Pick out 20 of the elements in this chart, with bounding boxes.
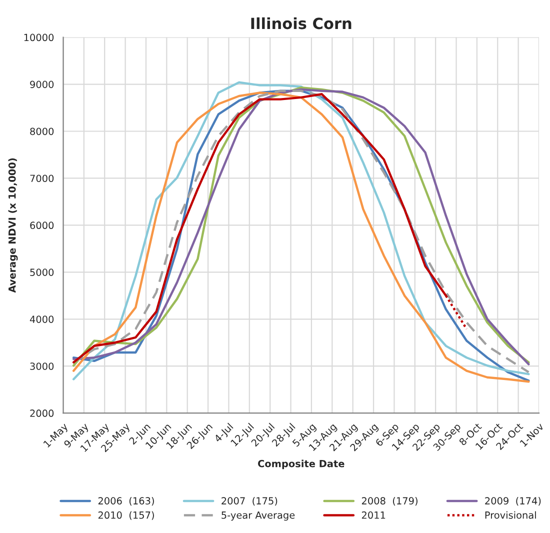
legend-label: 2011: [362, 511, 386, 519]
legend-label: 2008 (179): [362, 496, 418, 506]
y-tick-label: 4000: [30, 316, 54, 323]
y-tick-label: 6000: [30, 222, 54, 230]
legend-label: 2007 (175): [222, 496, 278, 506]
y-tick-label: 3000: [30, 362, 54, 370]
y-tick-label: 10000: [24, 34, 54, 42]
legend-label: 5-year Average: [222, 512, 295, 521]
y-axis-title: Average NDVI (x 10,000): [8, 158, 18, 293]
legend-label: 2010 (157): [98, 511, 154, 520]
y-tick-label: 5000: [30, 268, 54, 276]
x-axis-title: Composite Date: [258, 460, 344, 470]
y-tick-label: 7000: [30, 174, 54, 182]
y-tick-label: 9000: [30, 80, 54, 88]
chart-title: Illinois Corn: [251, 17, 352, 30]
legend-label: Provisional: [485, 511, 536, 519]
y-tick-label: 2000: [30, 410, 54, 417]
legend-label: 2009 (174): [485, 496, 541, 506]
legend-label: 2006 (163): [98, 496, 154, 506]
y-tick-label: 8000: [30, 128, 54, 136]
